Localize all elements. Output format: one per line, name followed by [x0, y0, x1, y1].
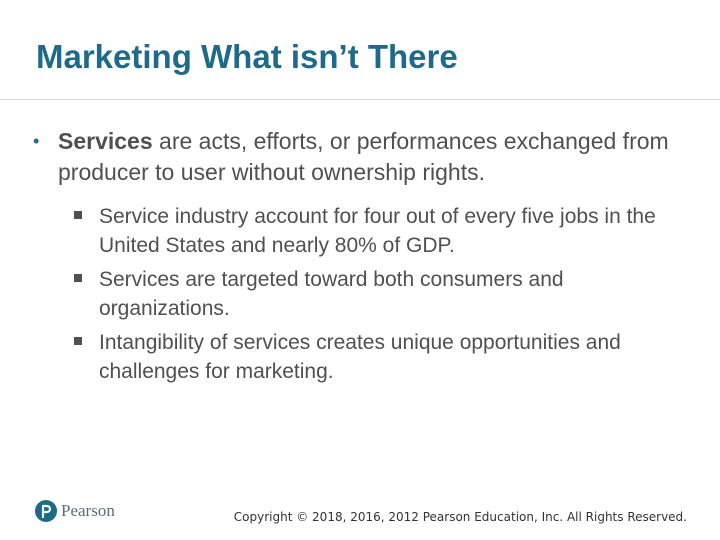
sub-bullet-list: Service industry account for four out of… — [0, 202, 720, 386]
sub-bullet-text: Service industry account for four out of… — [99, 205, 656, 257]
sub-bullet-item: Services are targeted toward both consum… — [74, 265, 689, 323]
bullet-bold-term: Services — [58, 128, 153, 154]
copyright-notice: Copyright © 2018, 2016, 2012 Pearson Edu… — [233, 510, 687, 524]
square-bullet-icon — [74, 274, 82, 282]
bullet-marker: • — [33, 131, 40, 151]
square-bullet-icon — [74, 211, 82, 219]
slide-title: Marketing What isn’t There — [36, 38, 458, 75]
title-divider — [0, 99, 720, 100]
logo-wordmark: Pearson — [61, 501, 115, 520]
sub-bullet-text: Intangibility of services creates unique… — [99, 331, 621, 383]
slide-body: • Services are acts, efforts, or perform… — [0, 126, 720, 391]
sub-bullet-text: Services are targeted toward both consum… — [99, 268, 564, 320]
square-bullet-icon — [74, 337, 82, 345]
pearson-logo: Pearson — [35, 500, 115, 522]
bullet-services: • Services are acts, efforts, or perform… — [33, 126, 678, 188]
sub-bullet-item: Intangibility of services creates unique… — [74, 328, 689, 386]
sub-bullet-item: Service industry account for four out of… — [74, 202, 689, 260]
pearson-p-icon — [35, 500, 57, 522]
bullet-text: are acts, efforts, or performances excha… — [58, 128, 669, 185]
